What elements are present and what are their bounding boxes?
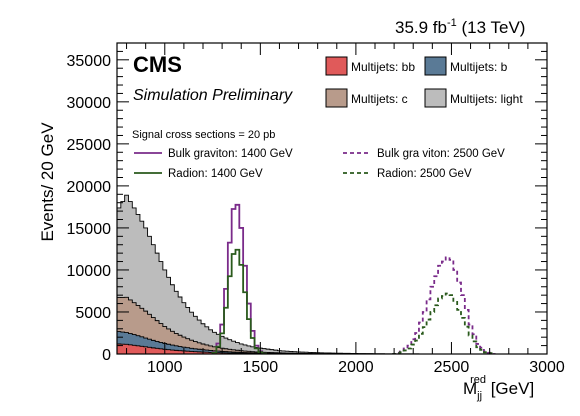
legend-label-grav1400: Bulk graviton: 1400 GeV [168,148,293,160]
cms-label: CMS [133,52,182,77]
legend-label-grav2500: Bulk gra viton: 2500 GeV [377,148,505,160]
signal-graviton-2500 [392,256,496,354]
legend-label-bb: Multijets: bb [351,60,415,74]
legend-swatch-bb [325,56,348,76]
legend-label-b: Multijets: b [450,60,508,74]
x-tick-label: 2000 [338,359,374,376]
cross-section-note: Signal cross sections = 20 pb [132,129,275,141]
lumi-label: 35.9 fb-1 (13 TeV) [395,17,525,37]
y-tick-label: 25000 [67,137,112,154]
y-tick-label: 5000 [75,305,111,322]
x-tick-label: 1500 [243,359,279,376]
legend-swatch-light [424,88,447,108]
x-tick-label: 1000 [147,359,183,376]
legend-label-rad1400: Radion: 1400 GeV [168,168,263,180]
stack-area-light [117,194,546,354]
legend-swatch-c [325,88,348,108]
y-tick-label: 10000 [67,263,112,280]
y-tick-label: 20000 [67,179,112,196]
y-tick-label: 35000 [67,53,112,70]
legend-label-light: Multijets: light [450,92,523,106]
legend-label-rad2500: Radion: 2500 GeV [377,168,472,180]
plot-frame [116,42,548,355]
legend-label-c: Multijets: c [351,92,408,106]
y-tick-label: 30000 [67,95,112,112]
y-axis-label: Events/ 20 GeV [38,122,57,242]
signal-radion-2500 [392,292,496,354]
signal-curves [211,203,496,354]
axes: 1000 1500 2000 2500 300005000100001500020000… [67,42,565,376]
signal-radion-1400 [211,248,267,354]
x-tick-label: 3000 [529,359,565,376]
x-axis-label: Mjjred [GeV] [463,374,534,402]
y-tick-label: 15000 [67,221,112,238]
background-stack [117,194,546,354]
simulation-preliminary-label: Simulation Preliminary [133,87,293,104]
legend: Multijets: bb Multijets: b Multijets: c … [134,56,523,180]
y-tick-label: 0 [102,347,111,364]
signal-graviton-1400 [211,203,267,354]
x-tick-label: 2500 [434,359,470,376]
legend-swatch-b [424,56,447,76]
